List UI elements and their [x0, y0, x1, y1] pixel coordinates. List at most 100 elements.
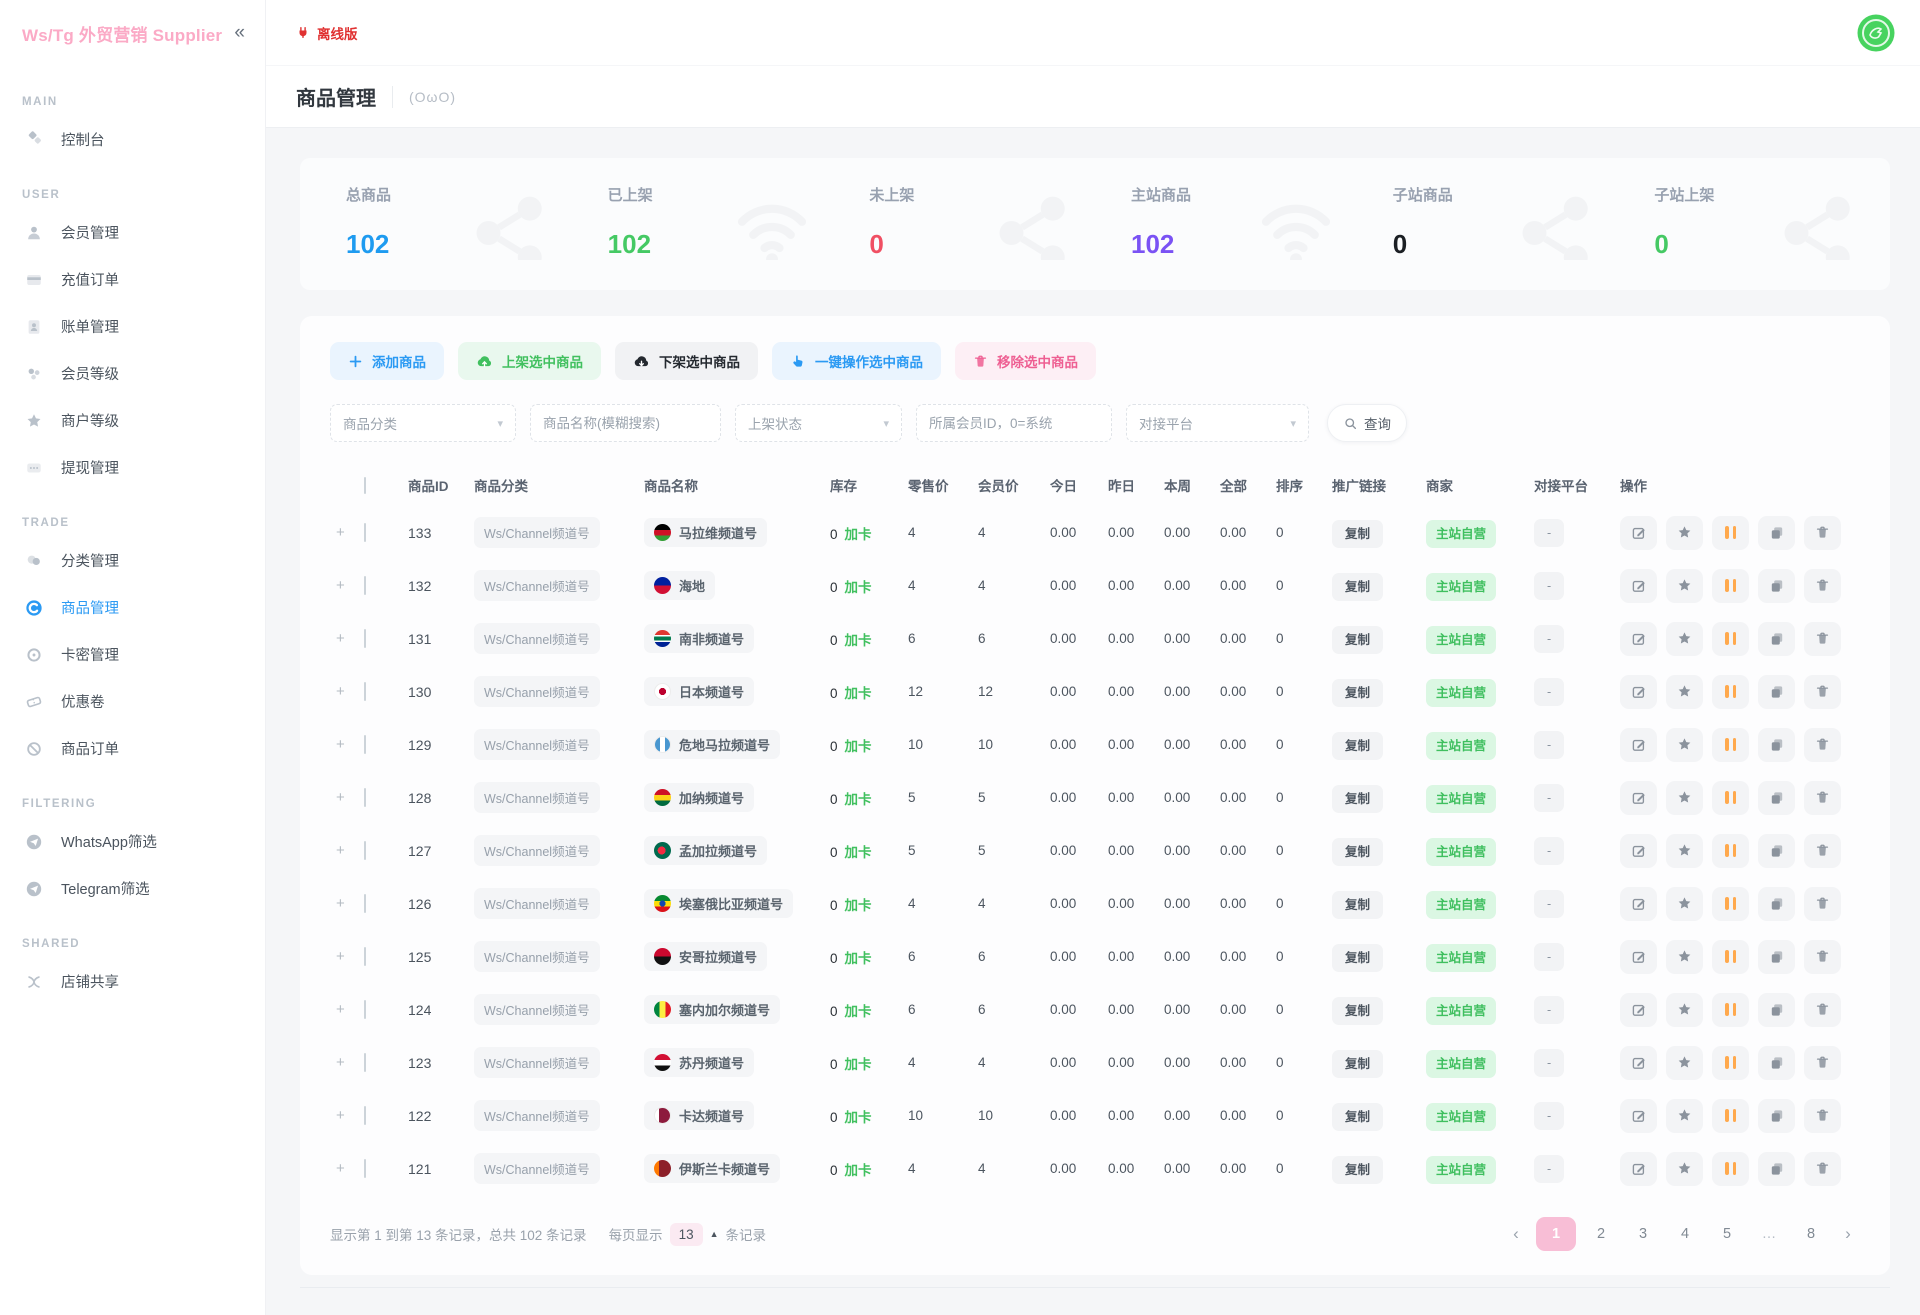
sidebar-collapse-icon[interactable]: «	[234, 22, 245, 43]
duplicate-button[interactable]	[1758, 992, 1795, 1027]
row-checkbox[interactable]	[364, 1158, 366, 1178]
row-checkbox[interactable]	[364, 628, 366, 648]
delete-button[interactable]	[1804, 1098, 1841, 1133]
copy-promo-link-button[interactable]: 复制	[1332, 943, 1384, 972]
sidebar-item-账单管理[interactable]: 账单管理	[22, 303, 243, 350]
row-expander[interactable]: +	[336, 736, 345, 753]
sidebar-item-控制台[interactable]: 控制台	[22, 116, 243, 163]
copy-promo-link-button[interactable]: 复制	[1332, 678, 1384, 707]
edit-button[interactable]	[1620, 780, 1657, 815]
add-card-link[interactable]: 加卡	[844, 791, 872, 807]
delete-button[interactable]	[1804, 1151, 1841, 1186]
edit-button[interactable]	[1620, 1045, 1657, 1080]
feature-button[interactable]	[1666, 780, 1703, 815]
copy-promo-link-button[interactable]: 复制	[1332, 996, 1384, 1025]
pause-button[interactable]	[1712, 886, 1749, 921]
add-card-link[interactable]: 加卡	[844, 685, 872, 701]
pagination-next[interactable]: ›	[1845, 1224, 1851, 1243]
delete-button[interactable]	[1804, 886, 1841, 921]
duplicate-button[interactable]	[1758, 674, 1795, 709]
sidebar-item-会员等级[interactable]: 会员等级	[22, 350, 243, 397]
toolbar-button-一键操作选中商品[interactable]: 一键操作选中商品	[772, 342, 941, 380]
row-expander[interactable]: +	[336, 1160, 345, 1177]
pagination-prev[interactable]: ‹	[1513, 1224, 1519, 1243]
delete-button[interactable]	[1804, 780, 1841, 815]
duplicate-button[interactable]	[1758, 939, 1795, 974]
pause-button[interactable]	[1712, 1045, 1749, 1080]
filter-input-所属会员ID，0=系统[interactable]	[916, 404, 1112, 442]
row-expander[interactable]: +	[336, 789, 345, 806]
add-card-link[interactable]: 加卡	[844, 1109, 872, 1125]
row-checkbox[interactable]	[364, 840, 366, 860]
sidebar-item-商品订单[interactable]: 商品订单	[22, 725, 243, 772]
row-expander[interactable]: +	[336, 842, 345, 859]
delete-button[interactable]	[1804, 833, 1841, 868]
feature-button[interactable]	[1666, 886, 1703, 921]
row-expander[interactable]: +	[336, 1001, 345, 1018]
row-expander[interactable]: +	[336, 895, 345, 912]
pause-button[interactable]	[1712, 515, 1749, 550]
duplicate-button[interactable]	[1758, 780, 1795, 815]
feature-button[interactable]	[1666, 621, 1703, 656]
duplicate-button[interactable]	[1758, 515, 1795, 550]
pagination-page-3[interactable]: 3	[1638, 1226, 1648, 1242]
row-expander[interactable]: +	[336, 524, 345, 541]
feature-button[interactable]	[1666, 1098, 1703, 1133]
sidebar-item-卡密管理[interactable]: 卡密管理	[22, 631, 243, 678]
edit-button[interactable]	[1620, 992, 1657, 1027]
toolbar-button-上架选中商品[interactable]: 上架选中商品	[458, 342, 601, 380]
filter-input-商品名称(模糊搜索)[interactable]	[530, 404, 721, 442]
sidebar-item-充值订单[interactable]: 充值订单	[22, 256, 243, 303]
pause-button[interactable]	[1712, 568, 1749, 603]
copy-promo-link-button[interactable]: 复制	[1332, 1155, 1384, 1184]
feature-button[interactable]	[1666, 1045, 1703, 1080]
feature-button[interactable]	[1666, 727, 1703, 762]
pause-button[interactable]	[1712, 939, 1749, 974]
row-expander[interactable]: +	[336, 1107, 345, 1124]
row-checkbox[interactable]	[364, 1105, 366, 1125]
pause-button[interactable]	[1712, 992, 1749, 1027]
add-card-link[interactable]: 加卡	[844, 1003, 872, 1019]
select-all-checkbox[interactable]	[364, 476, 366, 494]
delete-button[interactable]	[1804, 939, 1841, 974]
add-card-link[interactable]: 加卡	[844, 1056, 872, 1072]
row-checkbox[interactable]	[364, 734, 366, 754]
row-expander[interactable]: +	[336, 577, 345, 594]
duplicate-button[interactable]	[1758, 1045, 1795, 1080]
pagination-page-4[interactable]: 4	[1680, 1226, 1690, 1242]
add-card-link[interactable]: 加卡	[844, 738, 872, 754]
delete-button[interactable]	[1804, 1045, 1841, 1080]
feature-button[interactable]	[1666, 1151, 1703, 1186]
add-card-link[interactable]: 加卡	[844, 632, 872, 648]
duplicate-button[interactable]	[1758, 886, 1795, 921]
sidebar-item-Telegram筛选[interactable]: Telegram筛选	[22, 865, 243, 912]
delete-button[interactable]	[1804, 568, 1841, 603]
row-checkbox[interactable]	[364, 999, 366, 1019]
sidebar-item-店铺共享[interactable]: 店铺共享	[22, 958, 243, 1005]
filter-select-对接平台[interactable]: 对接平台 ▾	[1126, 404, 1309, 442]
duplicate-button[interactable]	[1758, 621, 1795, 656]
add-card-link[interactable]: 加卡	[844, 950, 872, 966]
edit-button[interactable]	[1620, 1151, 1657, 1186]
row-expander[interactable]: +	[336, 630, 345, 647]
sidebar-item-分类管理[interactable]: 分类管理	[22, 537, 243, 584]
delete-button[interactable]	[1804, 674, 1841, 709]
feature-button[interactable]	[1666, 674, 1703, 709]
sidebar-item-商品管理[interactable]: 商品管理	[22, 584, 243, 631]
duplicate-button[interactable]	[1758, 727, 1795, 762]
search-button[interactable]: 查询	[1327, 404, 1407, 442]
duplicate-button[interactable]	[1758, 1098, 1795, 1133]
per-page-value[interactable]: 13	[669, 1222, 703, 1246]
edit-button[interactable]	[1620, 674, 1657, 709]
row-checkbox[interactable]	[364, 893, 366, 913]
pause-button[interactable]	[1712, 1151, 1749, 1186]
edit-button[interactable]	[1620, 515, 1657, 550]
edit-button[interactable]	[1620, 886, 1657, 921]
row-checkbox[interactable]	[364, 1052, 366, 1072]
delete-button[interactable]	[1804, 992, 1841, 1027]
add-card-link[interactable]: 加卡	[844, 579, 872, 595]
sidebar-item-会员管理[interactable]: 会员管理	[22, 209, 243, 256]
pagination-page-1[interactable]: 1	[1536, 1217, 1576, 1251]
edit-button[interactable]	[1620, 621, 1657, 656]
pagination-page-2[interactable]: 2	[1596, 1226, 1606, 1242]
